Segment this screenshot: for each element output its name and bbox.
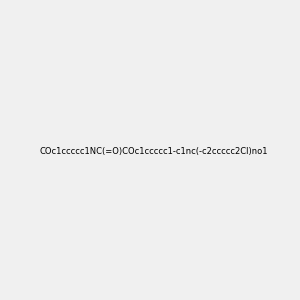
Text: COc1ccccc1NC(=O)COc1ccccc1-c1nc(-c2ccccc2Cl)no1: COc1ccccc1NC(=O)COc1ccccc1-c1nc(-c2ccccc… bbox=[40, 147, 268, 156]
